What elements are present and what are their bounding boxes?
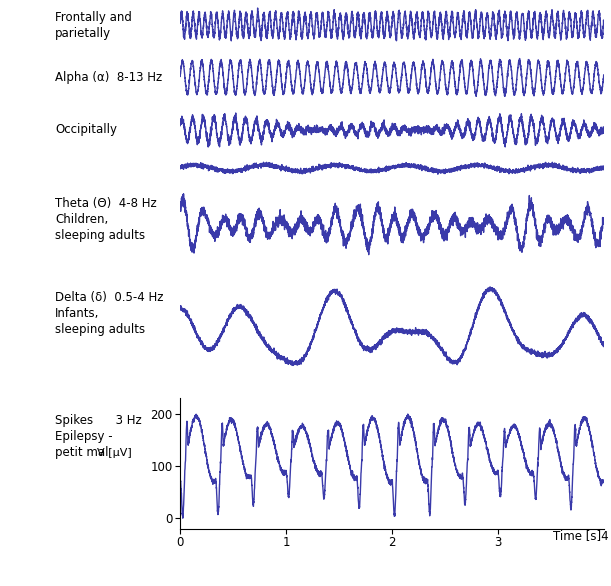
- Text: Occipitally: Occipitally: [56, 124, 117, 137]
- Text: Spikes      3 Hz
Epilepsy -
petit mal: Spikes 3 Hz Epilepsy - petit mal: [56, 414, 142, 459]
- Text: Theta (Θ)  4-8 Hz
Children,
sleeping adults: Theta (Θ) 4-8 Hz Children, sleeping adul…: [56, 197, 157, 241]
- Text: Frontally and
parietally: Frontally and parietally: [56, 11, 132, 39]
- Text: Alpha (α)  8-13 Hz: Alpha (α) 8-13 Hz: [56, 71, 163, 84]
- Text: Delta (δ)  0.5-4 Hz
Infants,
sleeping adults: Delta (δ) 0.5-4 Hz Infants, sleeping adu…: [56, 291, 164, 336]
- Text: Time [s]4: Time [s]4: [554, 529, 609, 541]
- Text: V [μV]: V [μV]: [97, 448, 132, 458]
